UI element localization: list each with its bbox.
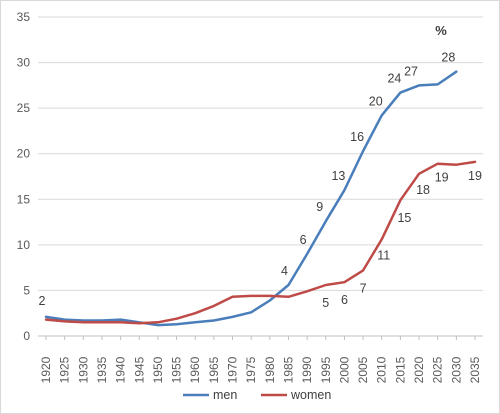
x-tick-label: 2020 — [412, 356, 426, 383]
data-label-women: 5 — [322, 296, 329, 310]
data-label-women: 6 — [341, 293, 348, 307]
series-lines — [44, 70, 477, 327]
legend-label-women: women — [290, 388, 331, 402]
series-line-women — [44, 160, 477, 325]
data-label-women: 7 — [360, 281, 367, 295]
data-label-men: 27 — [404, 64, 418, 78]
x-tick-label: 1920 — [39, 356, 53, 383]
data-label-men: 24 — [387, 72, 401, 86]
x-tick-label: 1960 — [188, 356, 202, 383]
data-label-men: 9 — [316, 200, 323, 214]
y-tick-label: 15 — [17, 192, 31, 206]
x-tick-label: 1995 — [319, 356, 333, 383]
y-tick-label: 35 — [17, 10, 31, 24]
data-label-women: 18 — [416, 183, 430, 197]
y-tick-label: 0 — [23, 329, 30, 343]
x-tick-label: 1945 — [132, 356, 146, 383]
x-tick-label: 2030 — [449, 356, 463, 383]
data-label-women: 19 — [468, 169, 482, 183]
data-label-women: 19 — [435, 171, 449, 185]
data-label-men: 28 — [441, 51, 455, 65]
x-tick-label: 1985 — [281, 356, 295, 383]
data-label-men: 6 — [300, 233, 307, 247]
y-tick-label: 25 — [17, 101, 31, 115]
x-tick-label: 2000 — [337, 356, 351, 383]
x-tick-label: 1935 — [95, 356, 109, 383]
data-label-men: 20 — [369, 94, 383, 108]
x-tick-label: 1940 — [114, 356, 128, 383]
legend-label-men: men — [213, 388, 237, 402]
x-tick-label: 1975 — [244, 356, 258, 383]
data-label-men: 2 — [39, 294, 46, 308]
legend: men women — [183, 388, 331, 402]
data-label-women: 11 — [377, 248, 390, 262]
x-tick-label: 2015 — [393, 356, 407, 383]
data-label-women: 15 — [397, 211, 411, 225]
y-tick-label: 30 — [17, 56, 31, 70]
data-label-men: 4 — [281, 264, 288, 278]
unit-label: % — [435, 23, 447, 38]
x-tick-label: 1955 — [170, 356, 184, 383]
data-label-men: 16 — [350, 130, 364, 144]
y-tick-label: 20 — [17, 147, 31, 161]
y-tick-label: 10 — [17, 238, 31, 252]
x-tick-label: 2005 — [356, 356, 370, 383]
gridlines — [38, 16, 483, 337]
x-tick-label: 1950 — [151, 356, 165, 383]
x-tick-label: 2035 — [468, 356, 482, 383]
series-line-men — [44, 70, 458, 327]
x-tick-label: 1990 — [300, 356, 314, 383]
x-tick-label: 1970 — [226, 356, 240, 383]
x-tick-label: 2025 — [431, 356, 445, 383]
x-tick-label: 1965 — [207, 356, 221, 383]
x-tick-label: 2010 — [375, 356, 389, 383]
x-tick-label: 1930 — [76, 356, 90, 383]
x-tick-label: 1925 — [58, 356, 72, 383]
x-tick-label: 1980 — [263, 356, 277, 383]
data-label-men: 13 — [331, 169, 345, 183]
y-tick-label: 5 — [23, 283, 30, 297]
